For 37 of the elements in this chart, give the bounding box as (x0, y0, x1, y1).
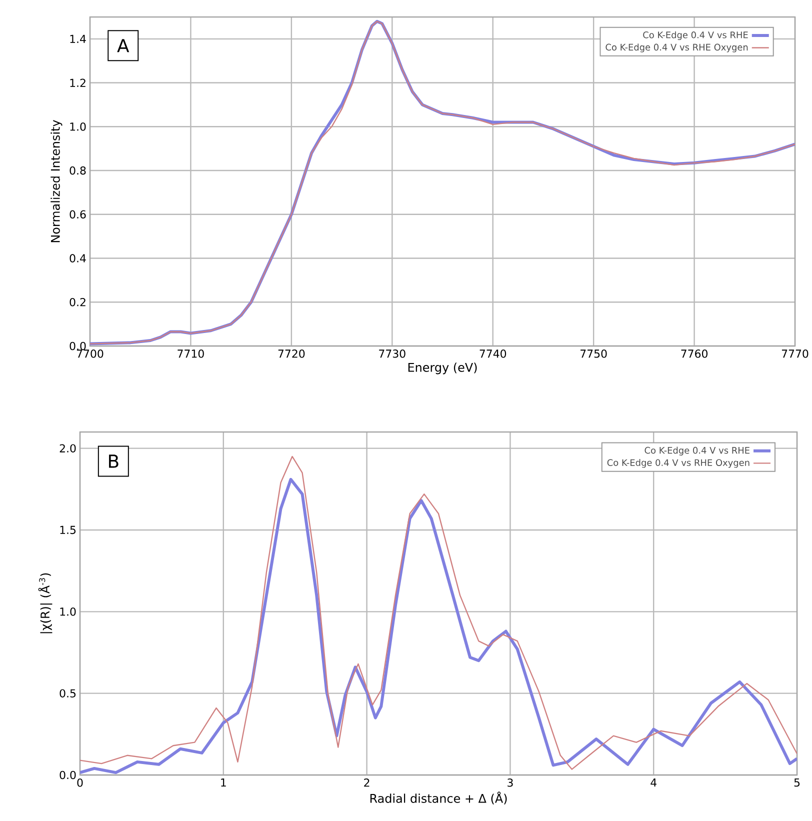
legend-label: Co K-Edge 0.4 V vs RHE Oxygen (607, 459, 750, 468)
x-tick-label: 7760 (681, 350, 708, 358)
x-tick-label: 1 (220, 778, 226, 787)
y-tick-label: 1.0 (60, 608, 76, 616)
x-tick-label: 7740 (480, 350, 506, 358)
x-tick-label: 0 (77, 778, 83, 787)
y-tick-label: 0.0 (60, 770, 76, 780)
x-tick-label: 7700 (76, 350, 104, 358)
x-axis-title: Radial distance + Δ (Å) (370, 792, 507, 804)
y-tick-label: 0.4 (70, 254, 86, 262)
y-axis-title: Normalized Intensity (50, 120, 62, 242)
x-axis-title: Energy (eV) (408, 362, 477, 374)
x-tick-label: 7770 (782, 350, 808, 358)
y-tick-label: 1.5 (60, 526, 76, 534)
y-tick-label: 0.6 (70, 210, 86, 219)
y-axis-title: |χ(R)| (Å$^{-3}$) (38, 573, 52, 634)
x-tick-label: 3 (507, 778, 513, 787)
x-tick-label: 7750 (580, 350, 607, 358)
y-tick-label: 0.0 (70, 342, 86, 350)
y-tick-label: 2.0 (60, 444, 76, 452)
x-tick-label: 7710 (178, 350, 204, 358)
x-tick-label: 4 (650, 778, 656, 787)
y-tick-label: 0.5 (60, 689, 76, 698)
legend-label: Co K-Edge 0.4 V vs RHE (643, 31, 748, 40)
x-tick-label: 7720 (278, 350, 305, 358)
annotation: A (117, 39, 129, 52)
y-tick-label: 0.8 (70, 166, 86, 175)
y-tick-label: 1.0 (70, 122, 86, 131)
x-tick-label: 5 (794, 778, 800, 787)
legend-label: Co K-Edge 0.4 V vs RHE Oxygen (606, 44, 748, 52)
annotation: B (108, 454, 118, 468)
x-tick-label: 2 (364, 778, 370, 787)
x-tick-label: 7730 (378, 350, 406, 358)
legend-label: Co K-Edge 0.4 V vs RHE (644, 446, 750, 456)
y-tick-label: 1.2 (70, 78, 86, 87)
y-tick-label: 0.2 (70, 298, 86, 306)
y-tick-label: 1.4 (70, 34, 86, 43)
